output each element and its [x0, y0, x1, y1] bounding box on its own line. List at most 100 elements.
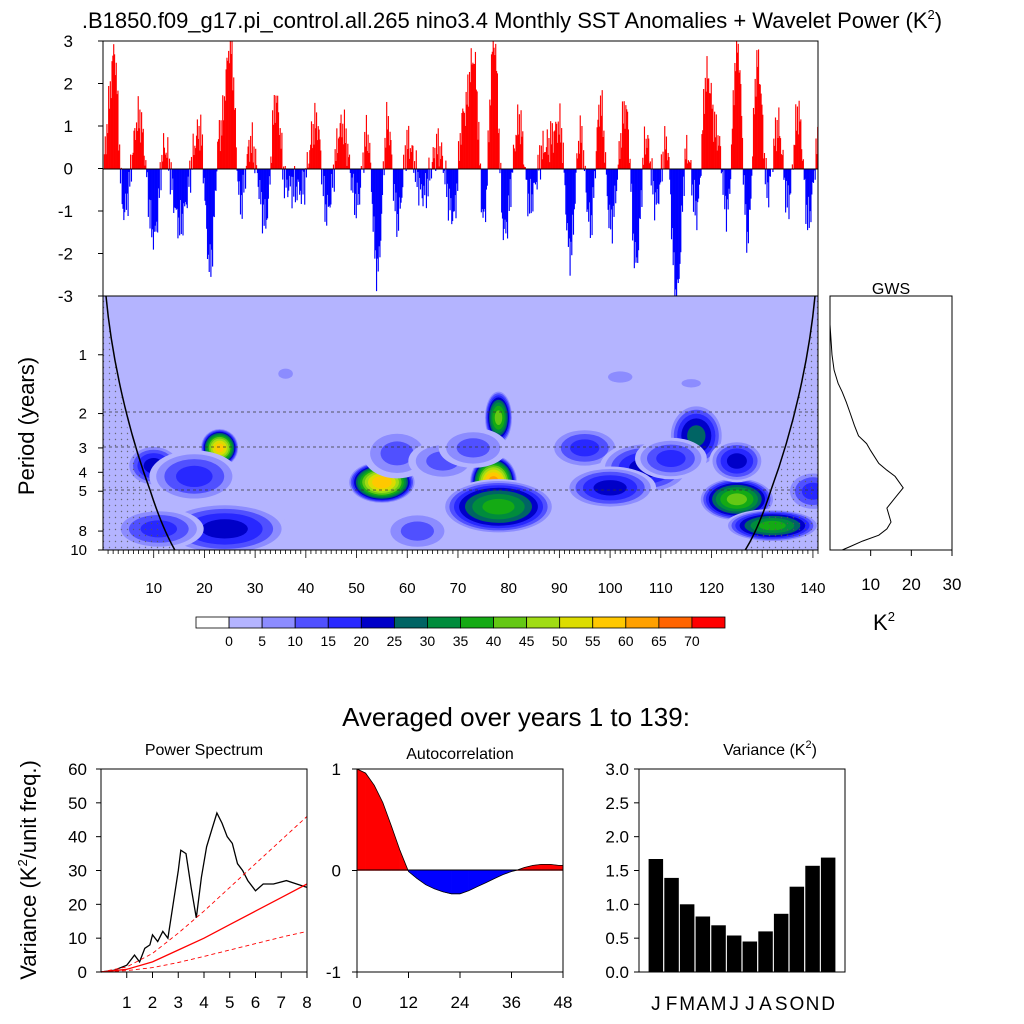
anomaly-bar [793, 144, 795, 169]
anomaly-bar [112, 55, 114, 169]
anomaly-bar [692, 168, 694, 185]
anomaly-bar [539, 145, 541, 169]
anomaly-bar [577, 158, 579, 169]
anomaly-bar [167, 137, 169, 169]
anomaly-bar [381, 168, 384, 195]
anomaly-bar [217, 141, 219, 169]
wavelet-contour [372, 476, 392, 489]
anomaly-bar [115, 62, 117, 169]
anomaly-bar [774, 145, 776, 169]
anomaly-bar [561, 128, 563, 169]
anomaly-bar [397, 168, 400, 231]
wavelet-y-tick-label: 1 [79, 347, 87, 364]
anomaly-bar [583, 168, 586, 172]
anomaly-bar [528, 168, 530, 194]
variance-y-tick-label: 2.0 [605, 828, 629, 847]
variance-x-tick-label: D [821, 994, 835, 1015]
anomaly-bar [676, 168, 679, 280]
wavelet-x-tick-label: 20 [196, 580, 213, 597]
anomaly-bar [530, 168, 532, 214]
anomaly-bar [359, 168, 362, 188]
anomaly-bar [739, 70, 741, 169]
anomaly-bar [276, 102, 278, 169]
anomaly-bar [758, 84, 760, 169]
anomaly-bar [690, 160, 692, 169]
anomaly-bar [375, 168, 378, 292]
anomaly-bar [642, 157, 644, 169]
anomaly-bar [750, 168, 752, 199]
anomaly-bar [798, 100, 800, 169]
anomaly-bar [760, 93, 762, 169]
anomaly-bar [627, 129, 629, 169]
anomaly-bar [405, 168, 407, 171]
anomaly-bar [173, 168, 175, 213]
anomaly-bar [278, 134, 280, 169]
anomaly-bar [299, 168, 302, 191]
anomaly-bar [419, 168, 421, 178]
variance-x-tick-label: J [729, 994, 739, 1015]
anomaly-bar [321, 168, 323, 185]
anomaly-bar [416, 168, 418, 188]
anomaly-bar [700, 168, 702, 176]
power-spectrum-x-tick-label: 8 [302, 993, 311, 1012]
anomaly-bar [644, 154, 646, 169]
anomaly-bar [234, 108, 236, 169]
anomaly-bar [230, 54, 232, 169]
anomaly-bar [287, 168, 289, 198]
colorbar-label: 35 [453, 633, 469, 649]
anomaly-bar [275, 95, 277, 169]
anomaly-bar [163, 133, 165, 169]
anomaly-bar [265, 168, 267, 229]
anomaly-bar [201, 145, 203, 169]
anomaly-bar [350, 168, 352, 191]
anomaly-bar [513, 148, 515, 169]
anomaly-bar [222, 95, 224, 169]
anomaly-bar [454, 168, 456, 196]
wavelet-contour [726, 493, 748, 506]
colorbar-swatch [460, 616, 494, 629]
anomaly-bar [790, 168, 792, 194]
anomaly-bar [256, 168, 258, 174]
anomaly-bar [671, 168, 673, 229]
anomaly-bar [165, 152, 167, 169]
anomaly-bar [197, 138, 199, 169]
anomaly-bar [335, 161, 337, 169]
anomaly-bar [358, 168, 360, 195]
anomaly-bar [315, 128, 317, 169]
anomaly-bar [371, 168, 373, 204]
wavelet-contour [215, 443, 225, 453]
anomaly-bar [359, 168, 361, 205]
anomaly-bar [652, 168, 654, 195]
variance-bar [758, 931, 773, 972]
anomaly-bar [621, 101, 624, 169]
anomaly-bar [801, 160, 804, 169]
anomaly-bar [379, 168, 381, 258]
anomaly-bar [130, 168, 133, 182]
anomaly-bar [156, 168, 158, 222]
anomaly-bar [280, 148, 282, 169]
anomaly-bar [177, 168, 179, 239]
anomaly-bar [799, 121, 801, 169]
anomaly-bar [592, 168, 594, 188]
anomaly-bar [706, 56, 708, 169]
anomaly-bar [489, 99, 491, 169]
wavelet-contour [176, 465, 213, 487]
anomaly-bar [219, 151, 221, 169]
anomaly-bar [708, 93, 711, 169]
anomaly-bar [453, 168, 455, 212]
anomaly-bar [395, 168, 397, 193]
anomaly-bar [374, 168, 376, 259]
anomaly-bar [729, 168, 731, 194]
gws-x-tick-label: 10 [861, 575, 880, 594]
gws-x-axis: 10 20 30 [861, 550, 961, 594]
anomaly-bar [171, 168, 173, 190]
wavelet-contour [400, 521, 434, 541]
anomaly-bar [398, 168, 400, 198]
anomaly-bar [740, 84, 742, 169]
anomaly-bar [745, 168, 747, 205]
power-spectrum-title: Power Spectrum [145, 742, 263, 759]
anomaly-bar [146, 168, 148, 178]
anomaly-bar [192, 133, 194, 169]
wavelet-x-tick-label: 70 [450, 580, 467, 597]
anomaly-bar [345, 128, 347, 169]
